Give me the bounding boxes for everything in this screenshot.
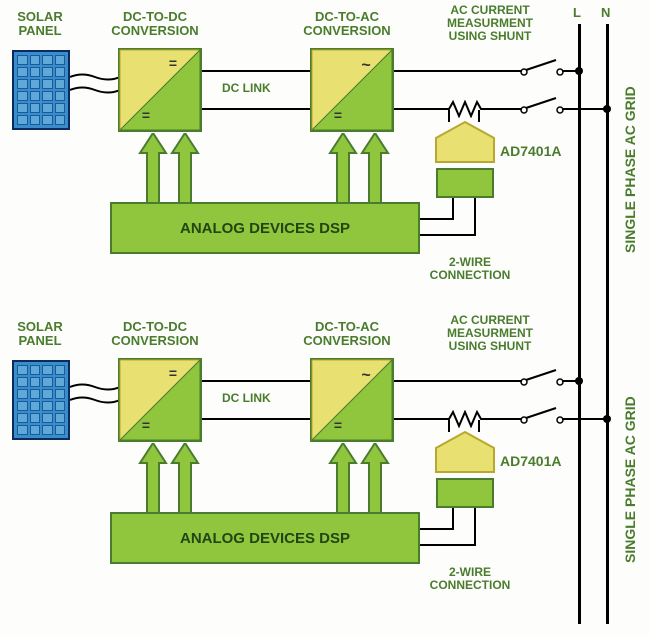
top-ad7401a-label: AD7401A — [500, 144, 561, 159]
top-switch-top — [520, 58, 566, 78]
svg-text:=: = — [169, 365, 177, 381]
top-ad-box — [436, 168, 494, 198]
top-dsp-text: ANALOG DEVICES DSP — [180, 220, 350, 237]
N-bus — [606, 24, 609, 624]
svg-text:=: = — [142, 417, 150, 433]
bottom-acmeas-label: AC CURRENT MEASURMENT USING SHUNT — [430, 314, 550, 354]
top-ad7401a-sensor — [434, 120, 496, 164]
svg-text:=: = — [334, 107, 342, 123]
top-dcac-label: DC-TO-AC CONVERSION — [292, 10, 402, 39]
bottom-dsp-text: ANALOG DEVICES DSP — [180, 530, 350, 547]
bottom-ad7401a-sensor — [434, 430, 496, 474]
bottom-panel-wires — [70, 382, 120, 407]
bottom-ad7401a-label: AD7401A — [500, 454, 561, 469]
top-dclink-label: DC LINK — [222, 82, 271, 95]
svg-text:~: ~ — [361, 367, 370, 384]
N-label: N — [601, 6, 610, 20]
bottom-dclink-label: DC LINK — [222, 392, 271, 405]
grid-label-bottom: SINGLE PHASE AC GRID — [622, 370, 638, 590]
top-dsp-box: ANALOG DEVICES DSP — [110, 202, 420, 254]
svg-text:~: ~ — [361, 57, 370, 74]
top-solar-label: SOLAR PANEL — [10, 10, 70, 39]
svg-text:=: = — [334, 417, 342, 433]
svg-text:=: = — [142, 107, 150, 123]
top-solar-panel — [12, 50, 70, 130]
bottom-switch-bottom — [520, 406, 566, 426]
bottom-ad-box — [436, 478, 494, 508]
bottom-dsp-box: ANALOG DEVICES DSP — [110, 512, 420, 564]
top-panel-wires — [70, 72, 120, 97]
bottom-switch-top — [520, 368, 566, 388]
L-bus — [578, 24, 581, 624]
svg-text:=: = — [169, 55, 177, 71]
top-dcdc-label: DC-TO-DC CONVERSION — [100, 10, 210, 39]
grid-label-top: SINGLE PHASE AC GRID — [622, 60, 638, 280]
bottom-2wire-label: 2-WIRE CONNECTION — [410, 566, 530, 592]
bottom-dcac-label: DC-TO-AC CONVERSION — [292, 320, 402, 349]
bottom-dcdc-label: DC-TO-DC CONVERSION — [100, 320, 210, 349]
bottom-solar-label: SOLAR PANEL — [10, 320, 70, 349]
top-acmeas-label: AC CURRENT MEASURMENT USING SHUNT — [430, 4, 550, 44]
top-2wire-label: 2-WIRE CONNECTION — [410, 256, 530, 282]
top-switch-bottom — [520, 96, 566, 116]
bottom-solar-panel — [12, 360, 70, 440]
L-label: L — [573, 6, 581, 20]
